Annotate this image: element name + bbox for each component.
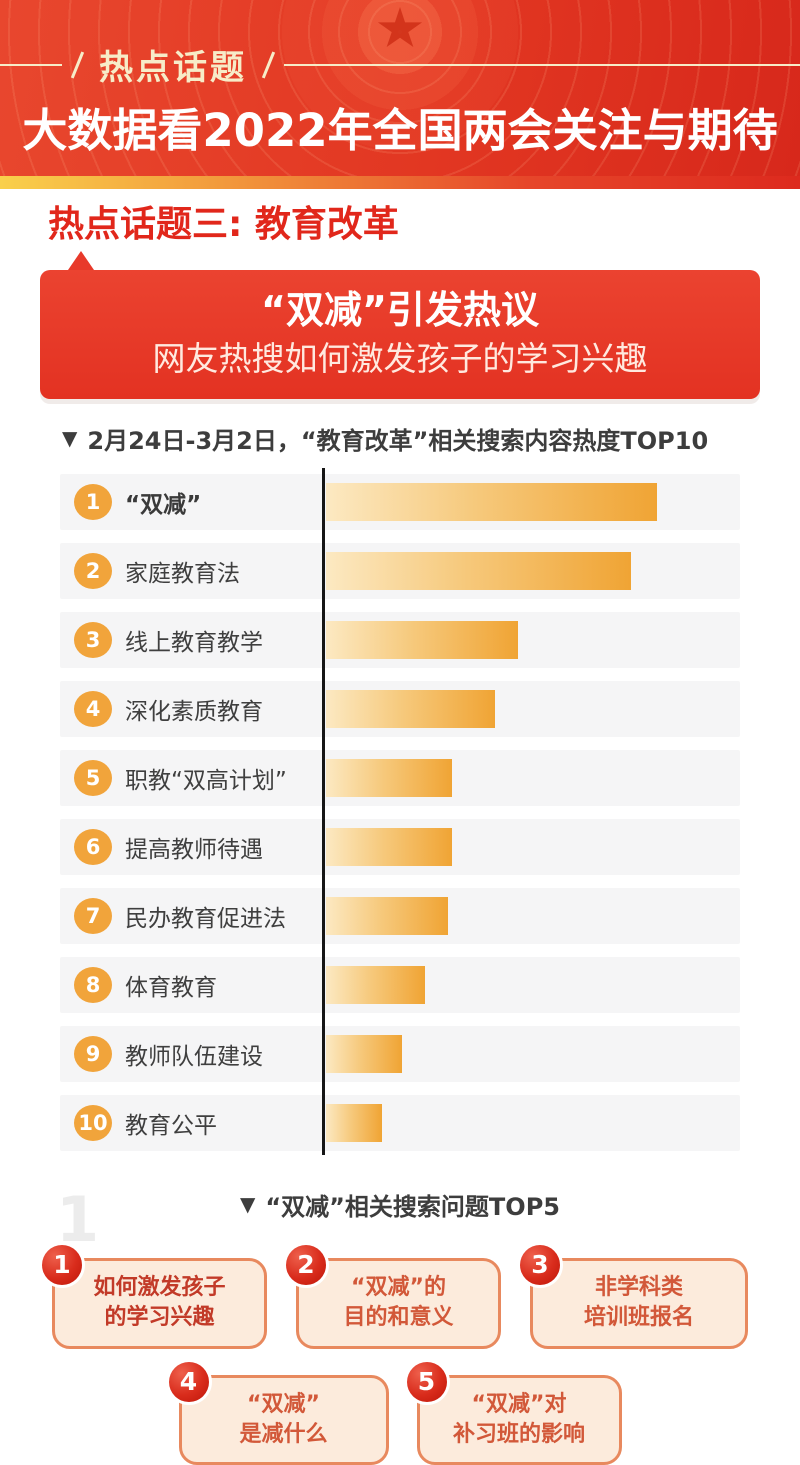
badge-rule-left bbox=[0, 64, 62, 66]
question-text-line: 目的和意义 bbox=[305, 1303, 492, 1333]
question-text-line: “双减” bbox=[188, 1390, 380, 1420]
top5-title-text: “双减”相关搜索问题TOP5 bbox=[265, 1187, 560, 1222]
top5-bubble: 4“双减”是减什么 bbox=[179, 1375, 389, 1465]
question-text-line: 的学习兴趣 bbox=[61, 1303, 258, 1333]
triangle-down-icon: ▼ bbox=[62, 426, 77, 450]
question-text-line: 非学科类 bbox=[539, 1273, 739, 1303]
triangle-down-icon: ▼ bbox=[240, 1192, 255, 1216]
chart-title: ▼ 2月24日-3月2日，“教育改革”相关搜索内容热度TOP10 bbox=[62, 421, 800, 456]
question-rank-badge: 4 bbox=[169, 1362, 209, 1402]
rank-badge: 4 bbox=[74, 691, 112, 727]
topic-badge: 热点话题 bbox=[0, 0, 800, 89]
top5-bubble: 2“双减”的目的和意义 bbox=[296, 1258, 501, 1349]
category-label: 深化素质教育 bbox=[125, 692, 263, 726]
question-text-line: 培训班报名 bbox=[539, 1303, 739, 1333]
section-title: 热点话题三: 教育改革 bbox=[48, 205, 800, 245]
banner-pointer-triangle bbox=[68, 251, 94, 270]
slash-icon bbox=[262, 51, 275, 78]
question-text-line: “双减”的 bbox=[305, 1273, 492, 1303]
header: 热点话题 大数据看2022年全国两会关注与期待 bbox=[0, 0, 800, 176]
rank-badge: 10 bbox=[74, 1105, 112, 1141]
badge-rule-right bbox=[284, 64, 800, 66]
heat-bar bbox=[326, 828, 452, 866]
question-rank-badge: 3 bbox=[520, 1245, 560, 1285]
rank-badge: 8 bbox=[74, 967, 112, 1003]
rank-badge: 9 bbox=[74, 1036, 112, 1072]
question-rank-badge: 5 bbox=[407, 1362, 447, 1402]
question-rank-badge: 2 bbox=[286, 1245, 326, 1285]
question-text-line: “双减”对 bbox=[426, 1390, 613, 1420]
highlight-banner: “双减”引发热议 网友热搜如何激发孩子的学习兴趣 bbox=[40, 270, 760, 399]
rank-badge: 7 bbox=[74, 898, 112, 934]
chart-title-text: 2月24日-3月2日，“教育改革”相关搜索内容热度TOP10 bbox=[87, 421, 708, 456]
top10-bar-chart: 1 “双减” 2 家庭教育法 3 线上教育教学 4 深化素质教育 5 职教“双高计划” 6 提高教师待… bbox=[60, 474, 740, 1151]
main-title: 大数据看2022年全国两会关注与期待 bbox=[18, 105, 782, 157]
heat-bar bbox=[326, 1104, 382, 1142]
category-label: 线上教育教学 bbox=[125, 623, 263, 657]
chart-row: 9 教师队伍建设 bbox=[60, 1026, 740, 1082]
topic-badge-label: 热点话题 bbox=[93, 40, 253, 89]
chart-row: 2 家庭教育法 bbox=[60, 543, 740, 599]
chart-row: 8 体育教育 bbox=[60, 957, 740, 1013]
chart-row: 6 提高教师待遇 bbox=[60, 819, 740, 875]
rank-badge: 5 bbox=[74, 760, 112, 796]
heat-bar bbox=[326, 966, 425, 1004]
question-text-line: 如何激发孩子 bbox=[61, 1273, 258, 1303]
chart-baseline bbox=[322, 468, 325, 1155]
gradient-divider bbox=[0, 176, 800, 189]
heat-bar bbox=[326, 759, 452, 797]
category-label: “双减” bbox=[125, 485, 201, 519]
rank-badge: 6 bbox=[74, 829, 112, 865]
category-label: 职教“双高计划” bbox=[125, 761, 287, 795]
top5-title: ▼ “双减”相关搜索问题TOP5 bbox=[0, 1187, 800, 1222]
heat-bar bbox=[326, 621, 518, 659]
banner-title: “双减”引发热议 bbox=[50, 288, 750, 334]
chart-row: 7 民办教育促进法 bbox=[60, 888, 740, 944]
slash-icon bbox=[71, 51, 84, 78]
chart-row: 1 “双减” bbox=[60, 474, 740, 530]
heat-bar bbox=[326, 1035, 402, 1073]
chart-row: 10 教育公平 bbox=[60, 1095, 740, 1151]
category-label: 提高教师待遇 bbox=[125, 830, 263, 864]
category-label: 家庭教育法 bbox=[125, 554, 240, 588]
chart-row: 5 职教“双高计划” bbox=[60, 750, 740, 806]
category-label: 体育教育 bbox=[125, 968, 217, 1002]
chart-row: 3 线上教育教学 bbox=[60, 612, 740, 668]
category-label: 民办教育促进法 bbox=[125, 899, 286, 933]
category-label: 教师队伍建设 bbox=[125, 1037, 263, 1071]
heat-bar bbox=[326, 690, 495, 728]
top5-bubble-row-2: 4“双减”是减什么 5“双减”对补习班的影响 bbox=[0, 1375, 800, 1465]
chart-row: 4 深化素质教育 bbox=[60, 681, 740, 737]
banner-subtitle: 网友热搜如何激发孩子的学习兴趣 bbox=[50, 339, 750, 379]
rank-badge: 2 bbox=[74, 553, 112, 589]
heat-bar bbox=[326, 552, 631, 590]
rank-badge: 1 bbox=[74, 484, 112, 520]
heat-bar bbox=[326, 483, 657, 521]
heat-bar bbox=[326, 897, 448, 935]
rank-badge: 3 bbox=[74, 622, 112, 658]
category-label: 教育公平 bbox=[125, 1106, 217, 1140]
top5-bubble: 5“双减”对补习班的影响 bbox=[417, 1375, 622, 1465]
question-rank-badge: 1 bbox=[42, 1245, 82, 1285]
